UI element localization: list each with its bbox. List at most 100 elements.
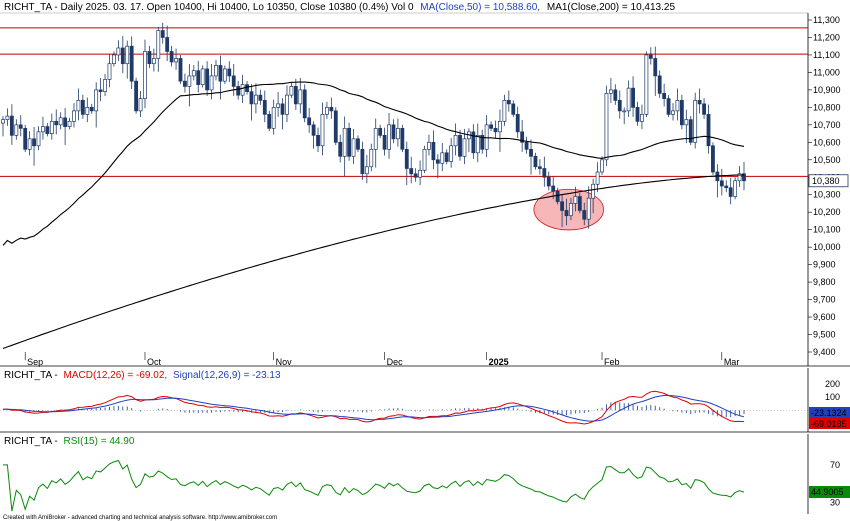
- candle-body: [107, 63, 112, 80]
- candle-body: [427, 141, 431, 150]
- ma50-line: [2, 81, 745, 246]
- candle-body: [112, 54, 116, 65]
- price-panel-header: RICHT_TA - Daily 2025. 03. 17. Open 1040…: [4, 2, 675, 13]
- price-y-tick-label: 10,800: [813, 102, 841, 112]
- candle-body: [635, 107, 640, 122]
- price-y-tick-label: 11,200: [813, 32, 840, 42]
- candle-body: [338, 141, 343, 157]
- candle-body: [413, 173, 418, 178]
- price-y-tick-label: 10,300: [813, 190, 841, 200]
- candle-body: [569, 203, 573, 217]
- candle-body: [711, 145, 715, 173]
- candle-body: [293, 86, 298, 105]
- macd-header-prefix: RICHT_TA -: [4, 370, 58, 381]
- candle-body: [489, 124, 493, 129]
- candle-body: [49, 120, 54, 134]
- candle-body: [502, 100, 507, 122]
- candle-body: [76, 100, 81, 112]
- candle-body: [364, 166, 369, 175]
- candle-body: [706, 114, 711, 147]
- candle-body: [205, 68, 210, 91]
- candle-body: [360, 148, 365, 175]
- candle-body: [356, 138, 360, 150]
- candle-body: [626, 87, 631, 112]
- rsi-y-axis: 70 30: [830, 460, 840, 508]
- candle-body: [351, 138, 356, 157]
- candle-body: [515, 114, 520, 133]
- price-y-tick-label: 10,200: [813, 207, 841, 217]
- candle-body: [45, 126, 50, 134]
- x-tick-label: Dec: [387, 357, 404, 367]
- candle-body: [462, 138, 467, 157]
- candle-body: [125, 45, 130, 65]
- candle-body: [183, 80, 187, 87]
- candle-body: [169, 51, 174, 63]
- rsi-value-label: 44.9005: [811, 487, 844, 497]
- candle-body: [422, 148, 427, 171]
- candle-body: [471, 131, 476, 154]
- candle-body: [600, 159, 604, 173]
- price-y-tick-label: 9,600: [813, 312, 836, 322]
- rsi-header-prefix: RICHT_TA -: [4, 436, 58, 447]
- price-moving-averages: [2, 81, 745, 350]
- candle-body: [280, 103, 285, 115]
- candle-body: [14, 124, 19, 136]
- price-y-tick-label: 10,100: [813, 225, 841, 235]
- rsi-value-box: [809, 486, 850, 498]
- candle-body: [582, 210, 587, 220]
- candle-body: [23, 127, 28, 150]
- price-panel: 9,400 9,500 9,600 9,700 9,800 9,900 10,000 10,1…: [0, 12, 850, 367]
- candle-body: [196, 70, 201, 86]
- candle-body: [9, 115, 14, 136]
- candle-body: [697, 100, 702, 105]
- candle-body: [617, 100, 622, 112]
- candle-body: [254, 94, 258, 105]
- candle-body: [688, 119, 693, 143]
- candle-body: [702, 103, 706, 115]
- price-y-tick-label: 9,400: [813, 347, 836, 357]
- candle-body: [573, 196, 578, 204]
- rsi-header-value: RSI(15) = 44.90: [64, 436, 135, 447]
- rsi-panel: RICHT_TA - RSI(15) = 44.90 70 30 44.9005: [3, 434, 850, 514]
- candle-body: [653, 58, 658, 77]
- candle-body: [120, 47, 125, 65]
- candle-body: [151, 58, 156, 65]
- candle-body: [276, 103, 281, 108]
- candle-body: [657, 75, 662, 94]
- x-tick-label: Feb: [604, 357, 620, 367]
- candle-body: [156, 30, 161, 59]
- macd-header-signal: Signal(12,26,9) = -23.13: [173, 370, 281, 381]
- candle-body: [675, 100, 680, 112]
- candle-body: [289, 86, 294, 96]
- candle-body: [458, 134, 462, 157]
- candle-body: [542, 168, 547, 178]
- candle-body: [325, 107, 329, 115]
- candle-body: [231, 75, 236, 87]
- candle-body: [475, 134, 480, 154]
- footer-credit: Created with AmiBroker - advanced charti…: [3, 515, 277, 521]
- macd-line: [2, 390, 745, 425]
- candle-body: [387, 124, 391, 150]
- candle-body: [382, 134, 387, 150]
- x-tick-label: Mar: [724, 357, 740, 367]
- candle-body: [440, 152, 445, 164]
- candle-body: [537, 166, 542, 169]
- candle-body: [400, 127, 405, 150]
- rsi-y-tick-label: 70: [830, 460, 840, 470]
- candle-body: [5, 115, 10, 120]
- candle-body: [307, 117, 312, 126]
- candle-body: [191, 70, 196, 77]
- candle-body: [89, 107, 94, 112]
- price-x-axis: Sep Oct Nov Dec 2025 Feb Mar: [24, 352, 740, 367]
- candle-body: [662, 93, 667, 99]
- price-y-tick-label: 10,900: [813, 85, 841, 95]
- candle-body: [165, 37, 170, 52]
- candle-body: [27, 138, 32, 150]
- candle-body: [404, 148, 409, 169]
- macd-y-tick-label: 200: [825, 379, 840, 389]
- candle-body: [245, 84, 249, 92]
- candle-body: [560, 201, 564, 211]
- candle-body: [511, 103, 516, 115]
- candle-body: [36, 131, 41, 147]
- candle-body: [591, 183, 596, 199]
